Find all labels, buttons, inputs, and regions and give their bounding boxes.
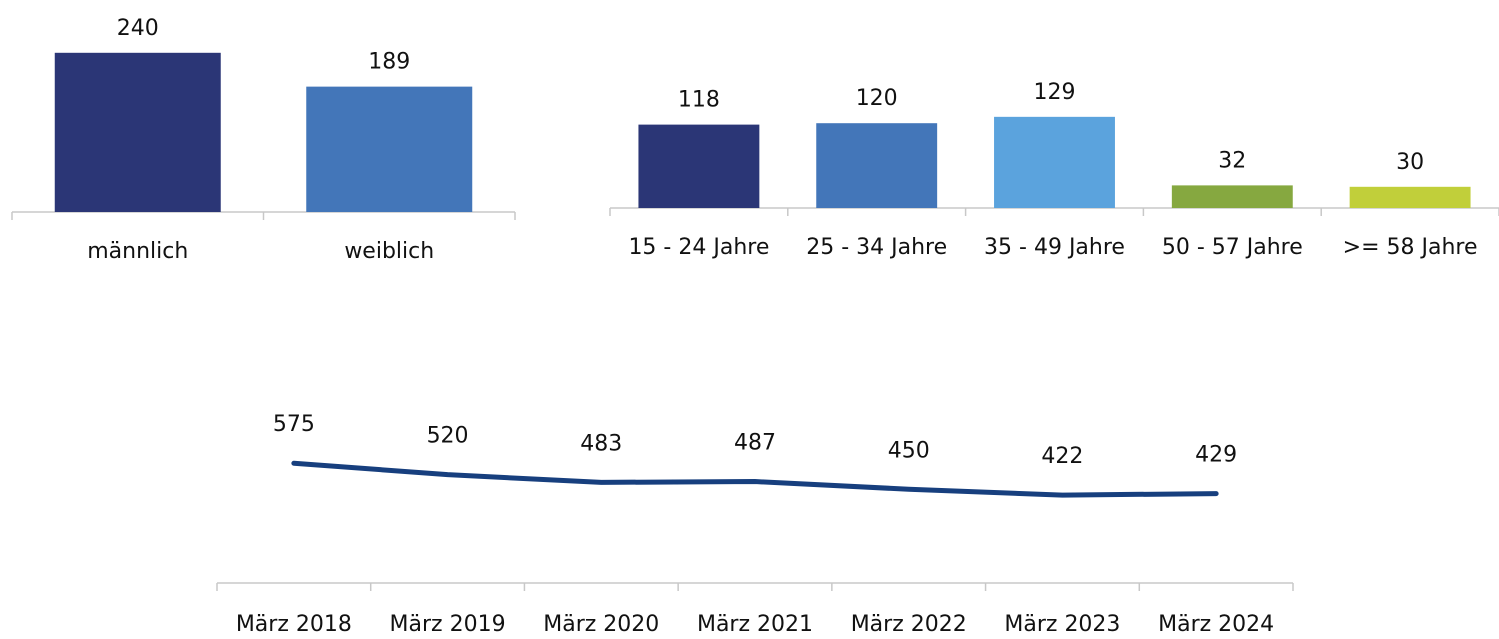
bar (1349, 186, 1471, 208)
line (291, 460, 1219, 498)
data-label: 189 (368, 50, 410, 75)
bar (1171, 185, 1293, 208)
data-label: 30 (1396, 150, 1424, 175)
bar (306, 86, 473, 212)
x-tick-label: März 2018 (236, 612, 352, 637)
x-tick-label: >= 58 Jahre (1343, 235, 1478, 260)
x-tick-label: weiblich (344, 239, 434, 264)
bar (638, 124, 760, 208)
data-label: 520 (427, 424, 469, 449)
data-label: 120 (856, 86, 898, 111)
x-tick-label: 25 - 34 Jahre (806, 235, 947, 260)
bar (994, 116, 1115, 208)
x-tick-label: März 2021 (697, 612, 813, 637)
data-label: 575 (273, 412, 315, 437)
bar (816, 123, 938, 208)
data-label: 129 (1034, 80, 1076, 105)
x-tick-label: März 2020 (543, 612, 659, 637)
x-tick-label: männlich (87, 239, 188, 264)
bar (54, 52, 221, 212)
data-label: 240 (117, 16, 159, 41)
data-label: 429 (1195, 443, 1237, 468)
data-label: 32 (1218, 148, 1246, 173)
x-tick-label: März 2024 (1158, 612, 1274, 637)
x-tick-label: März 2022 (851, 612, 967, 637)
data-label: 422 (1041, 444, 1083, 469)
x-tick-label: März 2019 (390, 612, 506, 637)
data-label: 483 (580, 431, 622, 456)
x-tick-label: 35 - 49 Jahre (984, 235, 1125, 260)
x-tick-label: März 2023 (1004, 612, 1120, 637)
x-tick-label: 50 - 57 Jahre (1162, 235, 1303, 260)
data-label: 118 (678, 88, 720, 113)
data-label: 487 (734, 431, 776, 456)
data-label: 450 (888, 438, 930, 463)
x-tick-label: 15 - 24 Jahre (628, 235, 769, 260)
